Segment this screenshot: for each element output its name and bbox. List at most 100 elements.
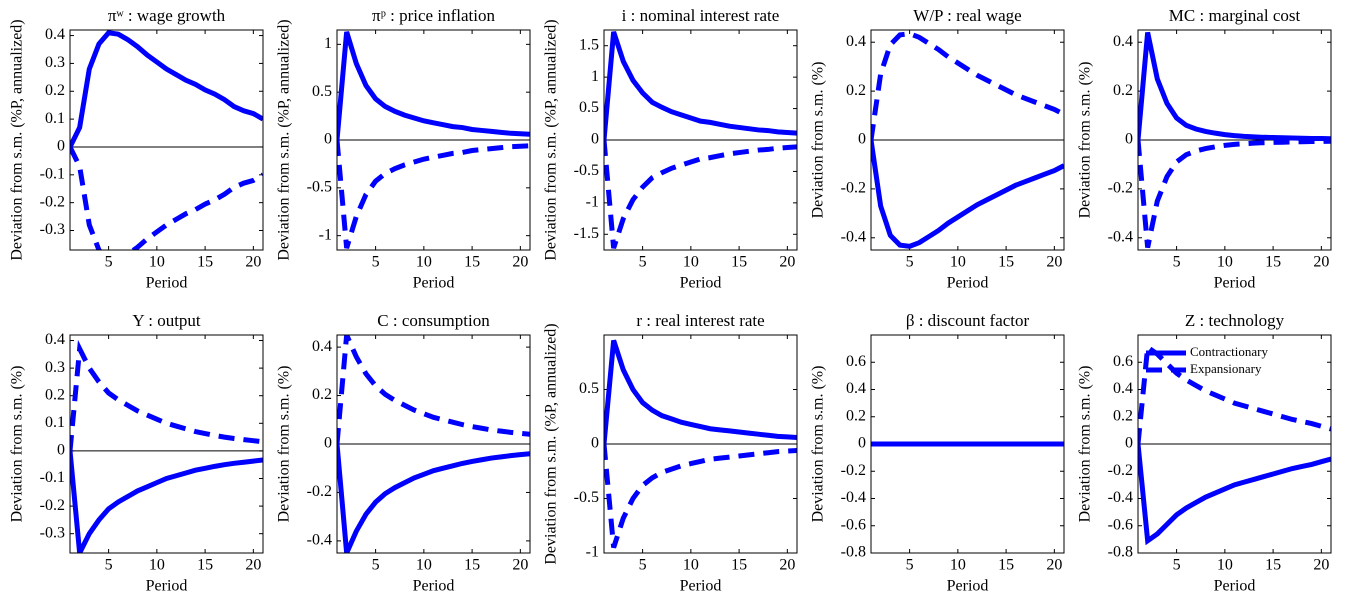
panel-title: πᵖ : price inflation xyxy=(372,6,495,25)
y-tick-label: 0.4 xyxy=(846,380,866,397)
legend-label: Expansionary xyxy=(1190,361,1262,376)
y-axis-label: Deviation from s.m. (%P, annualized) xyxy=(543,323,560,564)
plot-frame xyxy=(1137,334,1332,554)
x-axis-label: Period xyxy=(1214,275,1256,292)
y-tick-label: -0.2 xyxy=(841,180,866,197)
plot-frame xyxy=(1137,29,1332,251)
y-tick-label: 0.2 xyxy=(45,82,65,99)
series-line xyxy=(70,145,263,250)
x-tick-label: 5 xyxy=(105,254,113,271)
panel-title: W/P : real wage xyxy=(913,6,1021,25)
y-tick-label: 0.2 xyxy=(846,407,866,424)
y-axis-label: Deviation from s.m. (%P, annualized) xyxy=(276,19,293,260)
y-tick-label: 0.2 xyxy=(1113,82,1133,99)
plot-frame xyxy=(870,334,1065,554)
y-tick-label: -0.6 xyxy=(841,516,866,533)
y-tick-label: -0.2 xyxy=(841,462,866,479)
y-tick-label: -0.3 xyxy=(40,221,65,238)
x-axis-label: Period xyxy=(146,578,188,595)
x-tick-label: 15 xyxy=(1265,254,1281,271)
y-tick-label: 0.3 xyxy=(45,54,65,71)
x-tick-label: 20 xyxy=(1046,254,1062,271)
x-tick-label: 5 xyxy=(1173,557,1181,574)
y-tick-label: -0.2 xyxy=(40,497,65,514)
x-tick-label: 20 xyxy=(512,254,528,271)
x-tick-label: 15 xyxy=(998,557,1014,574)
x-tick-label: 5 xyxy=(639,557,647,574)
series-line xyxy=(604,139,797,249)
legend-label: Contractionary xyxy=(1190,344,1268,359)
series-line xyxy=(871,31,1064,141)
x-tick-label: 15 xyxy=(731,557,747,574)
x-tick-label: 10 xyxy=(416,557,432,574)
y-tick-label: 1.5 xyxy=(579,36,599,53)
y-tick-label: -0.4 xyxy=(307,532,332,549)
y-tick-label: -0.6 xyxy=(1108,516,1133,533)
y-tick-label: 0.1 xyxy=(45,414,65,431)
y-tick-label: 0 xyxy=(1125,435,1133,452)
y-tick-label: -0.4 xyxy=(841,228,866,245)
x-tick-label: 10 xyxy=(1217,254,1233,271)
x-axis-label: Period xyxy=(1214,578,1256,595)
y-tick-label: 0 xyxy=(591,435,599,452)
x-tick-label: 20 xyxy=(779,557,795,574)
y-tick-label: 0.4 xyxy=(45,26,65,43)
series-line xyxy=(70,450,263,553)
y-tick-label: 0.5 xyxy=(579,99,599,116)
series-line xyxy=(337,31,530,141)
panel-title: MC : marginal cost xyxy=(1169,6,1301,25)
series-line xyxy=(604,443,797,549)
y-tick-label: -0.8 xyxy=(841,544,866,561)
x-tick-label: 5 xyxy=(639,254,647,271)
x-tick-label: 5 xyxy=(372,254,380,271)
plot-frame xyxy=(336,29,531,251)
panel-title: Y : output xyxy=(132,311,201,330)
y-tick-label: 0.2 xyxy=(45,386,65,403)
x-tick-label: 15 xyxy=(464,254,480,271)
x-tick-label: 10 xyxy=(950,557,966,574)
y-tick-label: 1 xyxy=(324,35,332,52)
series-line xyxy=(337,139,530,249)
x-axis-label: Period xyxy=(680,275,722,292)
y-tick-label: 0.4 xyxy=(846,33,866,50)
y-tick-label: 0 xyxy=(324,435,332,452)
x-axis-label: Period xyxy=(947,275,989,292)
y-tick-label: 0.2 xyxy=(1113,407,1133,424)
y-tick-label: 0.2 xyxy=(312,386,332,403)
y-tick-label: -0.3 xyxy=(40,524,65,541)
x-tick-label: 15 xyxy=(197,557,213,574)
y-tick-label: 1 xyxy=(591,68,599,85)
plot-frame xyxy=(336,334,531,554)
y-tick-label: -0.5 xyxy=(574,162,599,179)
y-tick-label: 0.2 xyxy=(846,82,866,99)
y-tick-label: 0 xyxy=(858,435,866,452)
y-axis-label: Deviation from s.m. (%P, annualized) xyxy=(9,19,26,260)
x-tick-label: 20 xyxy=(1046,557,1062,574)
x-tick-label: 15 xyxy=(464,557,480,574)
series-line xyxy=(604,31,797,141)
x-tick-label: 20 xyxy=(245,254,261,271)
y-tick-label: 0 xyxy=(57,442,65,459)
x-tick-label: 10 xyxy=(149,557,165,574)
y-axis-label: Deviation from s.m. (%) xyxy=(810,366,827,523)
x-tick-label: 20 xyxy=(779,254,795,271)
series-line xyxy=(337,443,530,553)
y-tick-label: -0.2 xyxy=(40,193,65,210)
series-line xyxy=(1138,443,1331,546)
plot-frame xyxy=(603,29,798,251)
y-axis-label: Deviation from s.m. (%) xyxy=(276,366,293,523)
y-axis-label: Deviation from s.m. (%P, annualized) xyxy=(543,19,560,260)
plot-frame xyxy=(69,29,264,251)
panel-title: r : real interest rate xyxy=(636,311,764,330)
x-tick-label: 15 xyxy=(1265,557,1281,574)
y-tick-label: -0.2 xyxy=(1108,180,1133,197)
y-tick-label: 0.1 xyxy=(45,110,65,127)
y-tick-label: 0 xyxy=(324,131,332,148)
y-tick-label: -1 xyxy=(319,226,332,243)
x-tick-label: 10 xyxy=(1217,557,1233,574)
y-tick-label: -0.1 xyxy=(40,469,65,486)
plot-frame xyxy=(870,29,1065,251)
y-tick-label: 0 xyxy=(1125,131,1133,148)
y-tick-label: -0.4 xyxy=(1108,228,1133,245)
y-tick-label: -0.8 xyxy=(1108,544,1133,561)
